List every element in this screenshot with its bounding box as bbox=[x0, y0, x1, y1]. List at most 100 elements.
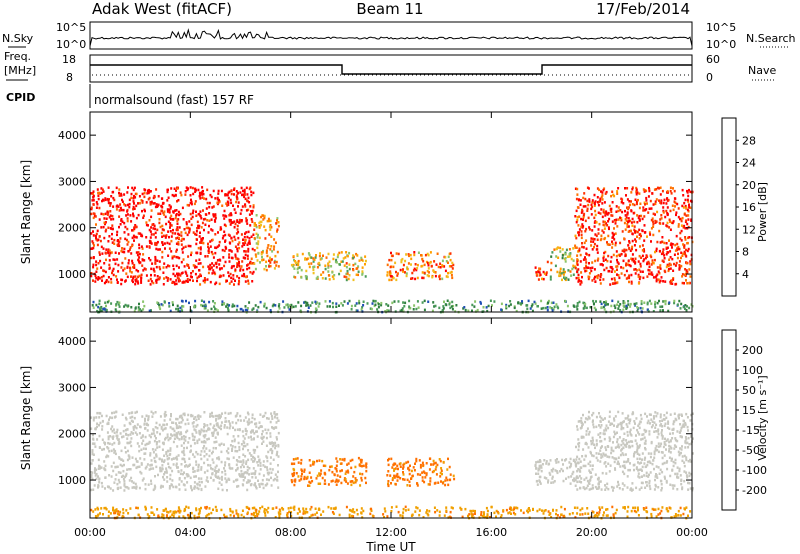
power-cell-6 bbox=[684, 198, 687, 202]
power-cell-1 bbox=[263, 216, 266, 220]
power-cell-0 bbox=[159, 248, 161, 251]
power-cell-6 bbox=[612, 253, 615, 257]
power-cell-0 bbox=[250, 190, 253, 194]
power-cell-0 bbox=[196, 220, 199, 224]
power-cell-0 bbox=[161, 206, 164, 209]
power-cell-3 bbox=[390, 251, 392, 255]
power-cell-6 bbox=[579, 203, 582, 206]
velocity-cell-3 bbox=[562, 479, 565, 483]
velocity-cell-0 bbox=[238, 428, 241, 431]
velocity-cell-0 bbox=[150, 463, 153, 467]
power-cell-0 bbox=[234, 279, 236, 282]
power-cell-5 bbox=[564, 260, 567, 263]
velocity-cell-0 bbox=[171, 469, 174, 473]
power-cell-6 bbox=[687, 247, 690, 251]
velocity-cell-4 bbox=[678, 467, 681, 471]
velocity-cell-4 bbox=[654, 426, 657, 429]
velocity-cell-4 bbox=[653, 456, 656, 459]
velocity-cell-4 bbox=[625, 445, 628, 448]
power-cell-0 bbox=[169, 205, 172, 208]
velocity-cell-0 bbox=[164, 427, 167, 430]
power-cell-0 bbox=[244, 241, 247, 245]
power-cell-0 bbox=[247, 241, 250, 245]
power-cell-0 bbox=[214, 197, 217, 200]
velocity-cell-0 bbox=[256, 445, 259, 449]
power-cell-0 bbox=[194, 187, 197, 191]
power-cell-1 bbox=[268, 233, 271, 236]
power-cell-6 bbox=[671, 221, 674, 225]
power-cell-7 bbox=[684, 307, 686, 310]
power-cell-0 bbox=[138, 274, 141, 278]
power-cell-6 bbox=[644, 256, 647, 260]
power-cell-0 bbox=[175, 264, 178, 268]
power-cell-0 bbox=[232, 277, 235, 280]
power-cell-0 bbox=[239, 269, 242, 272]
power-cell-0 bbox=[95, 232, 98, 236]
power-cell-0 bbox=[207, 265, 210, 268]
power-cell-6 bbox=[641, 229, 644, 233]
velocity-cell-2 bbox=[429, 477, 432, 480]
power-cell-6 bbox=[604, 214, 607, 217]
power-cell-2 bbox=[292, 265, 294, 268]
velocity-cell-2 bbox=[416, 482, 418, 485]
power-cell-2 bbox=[338, 251, 341, 255]
power-cell-0 bbox=[132, 200, 135, 203]
power-cell-6 bbox=[599, 197, 602, 200]
velocity-cell-4 bbox=[607, 462, 610, 465]
velocity-cell-4 bbox=[640, 486, 643, 489]
velocity-cell-0 bbox=[101, 428, 104, 431]
velocity-cell-0 bbox=[90, 473, 93, 477]
velocity-cell-0 bbox=[180, 469, 183, 472]
power-cell-0 bbox=[118, 188, 121, 191]
velocity-cell-0 bbox=[218, 457, 221, 461]
power-cell-2 bbox=[342, 257, 345, 260]
power-cell-7 bbox=[646, 301, 649, 304]
power-cell-2 bbox=[298, 266, 301, 269]
power-cell-7 bbox=[527, 299, 530, 303]
velocity-cell-0 bbox=[165, 467, 168, 470]
power-cell-6 bbox=[605, 190, 608, 194]
velocity-cell-4 bbox=[598, 424, 600, 427]
velocity-cell-4 bbox=[612, 449, 615, 453]
power-cell-6 bbox=[658, 199, 660, 202]
power-cell-6 bbox=[585, 239, 588, 242]
power-cell-3 bbox=[449, 271, 452, 274]
power-cell-2 bbox=[310, 256, 313, 259]
velocity-cell-0 bbox=[146, 463, 149, 466]
noise-panel: N.Sky 10^5 10^0 10^5 10^0 N.Search bbox=[2, 21, 796, 51]
power-cell-0 bbox=[104, 252, 107, 255]
power-cell-0 bbox=[92, 230, 94, 233]
velocity-cell-4 bbox=[663, 441, 666, 444]
power-cell-0 bbox=[93, 212, 96, 216]
velocity-cell-0 bbox=[234, 415, 237, 418]
power-cell-0 bbox=[234, 268, 237, 271]
velocity-cell-0 bbox=[216, 457, 219, 460]
velocity-cell-0 bbox=[247, 458, 250, 462]
velocity-cell-0 bbox=[271, 468, 274, 471]
power-cell-0 bbox=[103, 281, 106, 285]
power-cell-6 bbox=[687, 200, 690, 203]
power-cell-1 bbox=[254, 222, 256, 225]
power-cell-6 bbox=[582, 205, 585, 208]
velocity-cell-0 bbox=[107, 435, 110, 438]
power-cell-4 bbox=[538, 271, 541, 274]
power-cell-2 bbox=[319, 258, 322, 261]
power-cell-7 bbox=[566, 304, 569, 308]
power-cell-0 bbox=[167, 277, 170, 280]
power-cell-0 bbox=[155, 203, 158, 206]
power-cell-7 bbox=[454, 310, 457, 313]
power-cell-2 bbox=[361, 259, 364, 262]
power-cell-0 bbox=[237, 262, 240, 265]
velocity-cell-1 bbox=[352, 481, 355, 485]
power-cell-0 bbox=[132, 234, 135, 238]
velocity-cell-0 bbox=[252, 472, 255, 475]
velocity-cell-4 bbox=[636, 428, 639, 432]
velocity-cell-0 bbox=[125, 472, 128, 476]
power-cell-5 bbox=[569, 254, 572, 258]
power-cell-0 bbox=[175, 237, 178, 240]
velocity-cell-0 bbox=[217, 487, 220, 490]
power-cell-0 bbox=[202, 241, 205, 245]
power-cell-1 bbox=[265, 265, 267, 268]
cpid-row: CPID normalsound (fast) 157 RF bbox=[6, 84, 254, 108]
power-cell-7 bbox=[508, 304, 511, 308]
